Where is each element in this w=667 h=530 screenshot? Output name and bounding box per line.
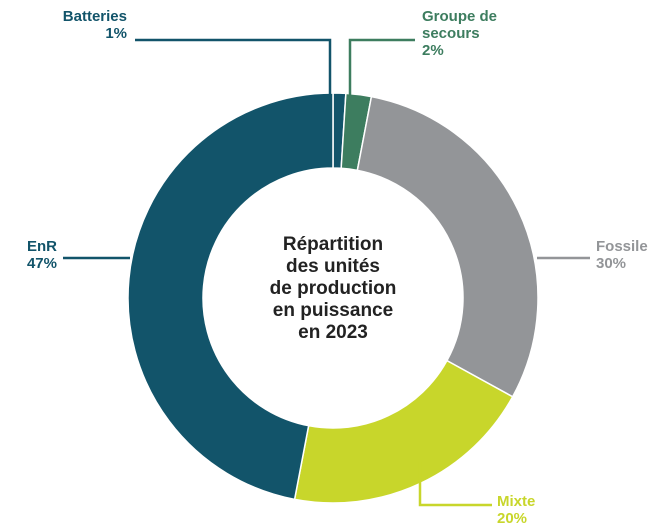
donut-slice — [293, 359, 514, 504]
center-title: Répartition — [283, 234, 383, 255]
center-title: des unités — [286, 256, 380, 277]
leader-line — [418, 462, 492, 507]
slice-label: EnR 47% — [0, 238, 57, 272]
slice-name: Batteries — [62, 8, 127, 25]
center-title: en puissance — [273, 300, 393, 321]
slice-value: 1% — [105, 25, 127, 42]
leader-line — [348, 38, 415, 95]
slice-label: Mixte 20% — [497, 493, 567, 527]
slice-label: Fossile 30% — [596, 238, 666, 272]
slice-value: 20% — [497, 510, 528, 527]
slice-value: 2% — [422, 42, 444, 59]
slice-name: Mixte — [497, 493, 536, 510]
donut-slice — [127, 92, 334, 501]
leader-line — [135, 38, 332, 95]
center-title: de production — [270, 278, 397, 299]
center-title: en 2023 — [298, 322, 368, 343]
slice-value: 30% — [596, 255, 627, 272]
slice-name: EnR — [27, 238, 57, 255]
slice-name: Groupe de secours — [422, 8, 498, 42]
slice-name: Fossile — [596, 238, 648, 255]
slice-label: Groupe de secours 2% — [422, 8, 522, 59]
slice-value: 47% — [26, 255, 57, 272]
donut-slice — [356, 95, 539, 398]
slice-label: Batteries 1% — [20, 8, 127, 42]
